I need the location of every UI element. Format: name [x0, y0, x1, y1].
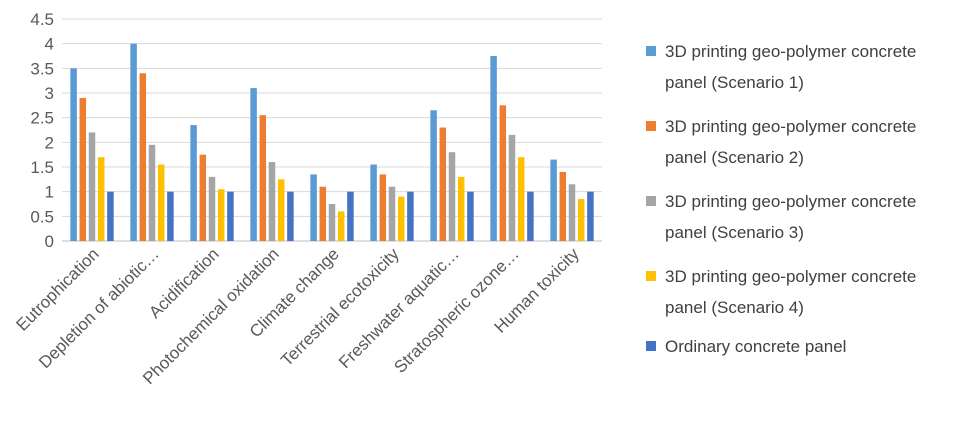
legend-swatch — [646, 341, 656, 351]
bar-series-1-cat-8 — [490, 56, 497, 241]
legend: 3D printing geo-polymer concrete panel (S… — [646, 42, 916, 356]
bar-series-1-cat-9 — [550, 159, 557, 241]
bar-series-4-cat-2 — [157, 164, 165, 241]
y-tick-label: 0 — [45, 232, 54, 251]
bars — [70, 43, 594, 242]
bar-series-4-cat-4 — [277, 179, 285, 241]
bar-series-1-cat-1 — [70, 68, 77, 241]
y-tick-label: 2 — [45, 133, 54, 152]
bar-series-5-cat-3 — [227, 191, 234, 241]
bar-series-5-cat-1 — [107, 191, 114, 241]
bar-series-2-cat-3 — [199, 154, 207, 241]
bar-series-4-cat-9 — [577, 199, 585, 241]
legend-label: 3D printing geo-polymer concrete — [665, 117, 916, 136]
bar-series-4-cat-5 — [337, 211, 345, 241]
legend-label-line2: panel (Scenario 2) — [665, 148, 804, 167]
bar-series-3-cat-7 — [448, 152, 456, 241]
y-tick-label: 3 — [45, 84, 54, 103]
bar-series-1-cat-5 — [310, 174, 317, 241]
legend-label: 3D printing geo-polymer concrete — [665, 42, 916, 61]
bar-series-2-cat-6 — [379, 174, 387, 241]
bar-series-5-cat-5 — [347, 191, 354, 241]
bar-series-5-cat-8 — [527, 191, 534, 241]
bar-series-2-cat-4 — [259, 115, 267, 241]
bar-series-5-cat-9 — [587, 191, 594, 241]
bar-series-3-cat-6 — [388, 186, 396, 241]
y-tick-label: 2.5 — [30, 109, 54, 128]
x-tick-label: Freshwater aquatic… — [335, 244, 463, 372]
bar-series-4-cat-1 — [97, 157, 105, 241]
bar-series-1-cat-7 — [430, 110, 437, 242]
bar-series-1-cat-4 — [250, 88, 257, 241]
legend-label-line2: panel (Scenario 1) — [665, 73, 804, 92]
y-tick-label: 1 — [45, 183, 54, 202]
y-tick-label: 0.5 — [30, 207, 54, 226]
bar-series-3-cat-1 — [88, 132, 96, 241]
x-tick-label: Depletion of abiotic… — [35, 244, 163, 372]
bar-series-3-cat-2 — [148, 144, 156, 241]
bar-series-5-cat-4 — [287, 191, 294, 241]
bar-series-4-cat-7 — [457, 176, 465, 241]
bar-series-1-cat-3 — [190, 125, 197, 241]
bar-series-2-cat-8 — [499, 105, 507, 241]
bar-series-3-cat-9 — [568, 184, 576, 241]
legend-label: 3D printing geo-polymer concrete — [665, 267, 916, 286]
bar-series-3-cat-4 — [268, 162, 276, 241]
bar-series-3-cat-8 — [508, 134, 516, 241]
bar-series-4-cat-8 — [517, 157, 525, 241]
bar-series-2-cat-2 — [139, 73, 147, 242]
legend-swatch — [646, 196, 656, 206]
legend-label-line2: panel (Scenario 3) — [665, 223, 804, 242]
legend-swatch — [646, 271, 656, 281]
bar-series-5-cat-7 — [467, 191, 474, 241]
bar-series-3-cat-3 — [208, 176, 216, 241]
bar-series-2-cat-5 — [319, 186, 327, 241]
legend-label-line2: panel (Scenario 4) — [665, 298, 804, 317]
bar-series-5-cat-2 — [167, 191, 174, 241]
bar-series-4-cat-6 — [397, 196, 405, 241]
y-tick-label: 4.5 — [30, 10, 54, 29]
bar-series-2-cat-1 — [79, 97, 87, 241]
legend-swatch — [646, 121, 656, 131]
bar-series-3-cat-5 — [328, 204, 336, 241]
bar-series-1-cat-2 — [130, 43, 137, 241]
bar-series-2-cat-9 — [559, 171, 567, 241]
bar-series-4-cat-3 — [217, 189, 225, 241]
legend-swatch — [646, 46, 656, 56]
y-axis-ticks: 0 0.5 1 1.5 2 2.5 3 3.5 4 4.5 — [30, 10, 54, 251]
x-tick-label: Terrestrial ecotoxicity — [277, 244, 403, 370]
legend-label: Ordinary concrete panel — [665, 337, 846, 356]
bar-series-1-cat-6 — [370, 164, 377, 241]
y-tick-label: 3.5 — [30, 59, 54, 78]
bar-series-5-cat-6 — [407, 191, 414, 241]
y-tick-label: 1.5 — [30, 158, 54, 177]
y-tick-label: 4 — [45, 35, 54, 54]
legend-label: 3D printing geo-polymer concrete — [665, 192, 916, 211]
bar-series-2-cat-7 — [439, 127, 447, 241]
